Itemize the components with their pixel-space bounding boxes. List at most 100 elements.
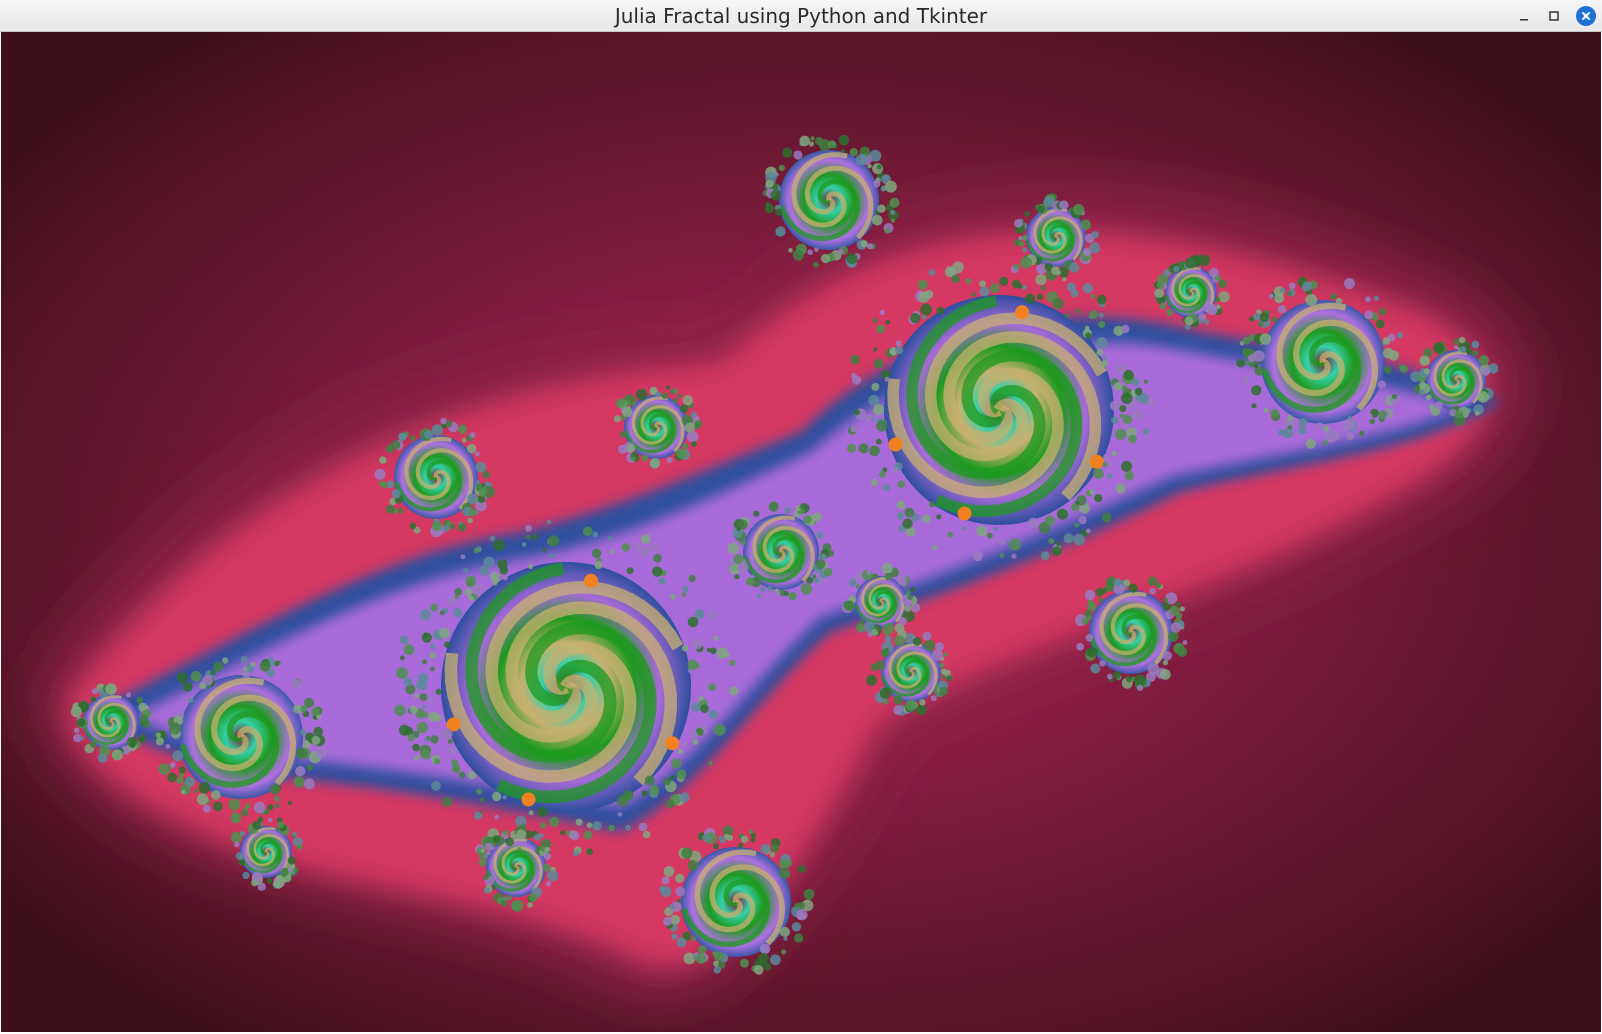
- fringe-dot: [397, 508, 404, 514]
- fringe-dot: [430, 603, 439, 612]
- fringe-dot: [1113, 382, 1123, 391]
- fringe-dot: [1251, 385, 1262, 396]
- fringe-dot: [672, 388, 678, 394]
- fringe-dot: [945, 266, 956, 278]
- fringe-dot: [783, 936, 788, 941]
- fringe-dot: [188, 697, 194, 704]
- fringe-dot: [891, 466, 898, 473]
- fringe-dot: [736, 526, 741, 532]
- fringe-dot: [414, 755, 420, 761]
- fringe-dot: [302, 740, 311, 749]
- fringe-dot: [198, 781, 211, 794]
- minimize-button[interactable]: [1516, 8, 1532, 24]
- fringe-dot: [1203, 319, 1210, 325]
- fringe-dot: [1094, 494, 1103, 503]
- fringe-dot: [889, 209, 896, 216]
- fringe-dot: [1453, 345, 1458, 350]
- fringe-dot: [435, 688, 442, 695]
- fringe-dot: [812, 574, 817, 579]
- fringe-dot: [723, 651, 730, 658]
- fringe-dot: [740, 540, 746, 546]
- fringe-dot: [511, 901, 521, 911]
- fringe-dot: [489, 571, 500, 581]
- fringe-dot: [891, 218, 895, 223]
- fringe-dot: [575, 818, 583, 826]
- fringe-dot: [740, 835, 749, 843]
- fringe-dot: [1119, 413, 1124, 418]
- fringe-dot: [300, 729, 306, 736]
- fringe-dot: [1328, 429, 1340, 441]
- fringe-dot: [155, 732, 161, 738]
- spiral-arm: [804, 165, 874, 240]
- spiral-arm: [89, 695, 122, 738]
- title-bar[interactable]: Julia Fractal using Python and Tkinter: [0, 0, 1602, 32]
- fringe-dot: [374, 468, 386, 480]
- fringe-dot: [679, 404, 689, 414]
- fringe-dot: [560, 830, 566, 836]
- fringe-dot: [675, 886, 686, 897]
- fringe-dot: [292, 831, 298, 838]
- fringe-dot: [381, 481, 388, 489]
- fringe-dot: [432, 521, 443, 532]
- spiral-arm: [906, 295, 1046, 480]
- fringe-dot: [708, 683, 717, 691]
- fringe-dot: [544, 846, 550, 853]
- fringe-dot: [311, 735, 321, 745]
- fringe-dot: [669, 775, 675, 780]
- fringe-dot: [893, 695, 904, 705]
- spiral-arm: [1261, 336, 1362, 413]
- fringe-dot: [748, 829, 754, 834]
- fringe-dot: [1166, 308, 1174, 316]
- fringe-dot: [849, 148, 858, 157]
- fringe-dot: [683, 952, 696, 965]
- fringe-dot: [549, 553, 555, 559]
- fringe-dot: [547, 520, 552, 525]
- fringe-dot: [1107, 473, 1113, 479]
- window-title: Julia Fractal using Python and Tkinter: [614, 4, 988, 28]
- fringe-dot: [430, 666, 435, 672]
- fringe-dot: [1143, 379, 1148, 384]
- fringe-dot: [924, 289, 934, 299]
- fringe-dot: [1081, 617, 1089, 625]
- fringe-dot: [775, 208, 783, 216]
- close-button[interactable]: [1576, 6, 1596, 26]
- fringe-dot: [412, 743, 420, 752]
- fringe-dot: [446, 521, 452, 527]
- fringe-dot: [1119, 405, 1127, 413]
- fringe-dot: [474, 811, 483, 820]
- fringe-dot: [528, 810, 534, 816]
- fringe-dot: [856, 623, 865, 632]
- fringe-dot: [622, 406, 633, 418]
- fringe-dot: [1377, 380, 1386, 389]
- fringe-dot: [880, 186, 887, 192]
- fringe-dot: [467, 443, 477, 454]
- fringe-dot: [460, 554, 466, 560]
- fringe-dot: [1059, 200, 1069, 210]
- fringe-dot: [846, 443, 857, 453]
- fractal-spirals: [83, 150, 1486, 957]
- fringe-dot: [492, 835, 501, 843]
- fringe-dot: [661, 392, 668, 399]
- fringe-dot: [803, 888, 815, 900]
- fringe-dot: [979, 280, 986, 288]
- fringe-dot: [1051, 266, 1060, 275]
- fringe-dot: [905, 590, 911, 595]
- spiral-arm: [1276, 302, 1347, 397]
- fringe-dot: [441, 423, 447, 429]
- fringe-dot: [770, 844, 780, 853]
- fringe-dot: [410, 435, 416, 441]
- fringe-dot: [745, 577, 755, 586]
- fringe-dot: [293, 867, 299, 873]
- fringe-dot: [222, 657, 229, 664]
- fringe-dot: [1373, 295, 1379, 301]
- fringe-dot: [1254, 366, 1265, 376]
- fringe-dot: [516, 829, 527, 840]
- fringe-dot: [1369, 418, 1375, 425]
- fringe-dot: [917, 279, 928, 290]
- maximize-button[interactable]: [1546, 8, 1562, 24]
- fractal-canvas[interactable]: [1, 32, 1601, 1032]
- fringe-dot: [1096, 348, 1104, 356]
- fringe-dot: [1018, 236, 1023, 241]
- fringe-dot: [846, 253, 858, 264]
- fringe-dot: [213, 661, 224, 672]
